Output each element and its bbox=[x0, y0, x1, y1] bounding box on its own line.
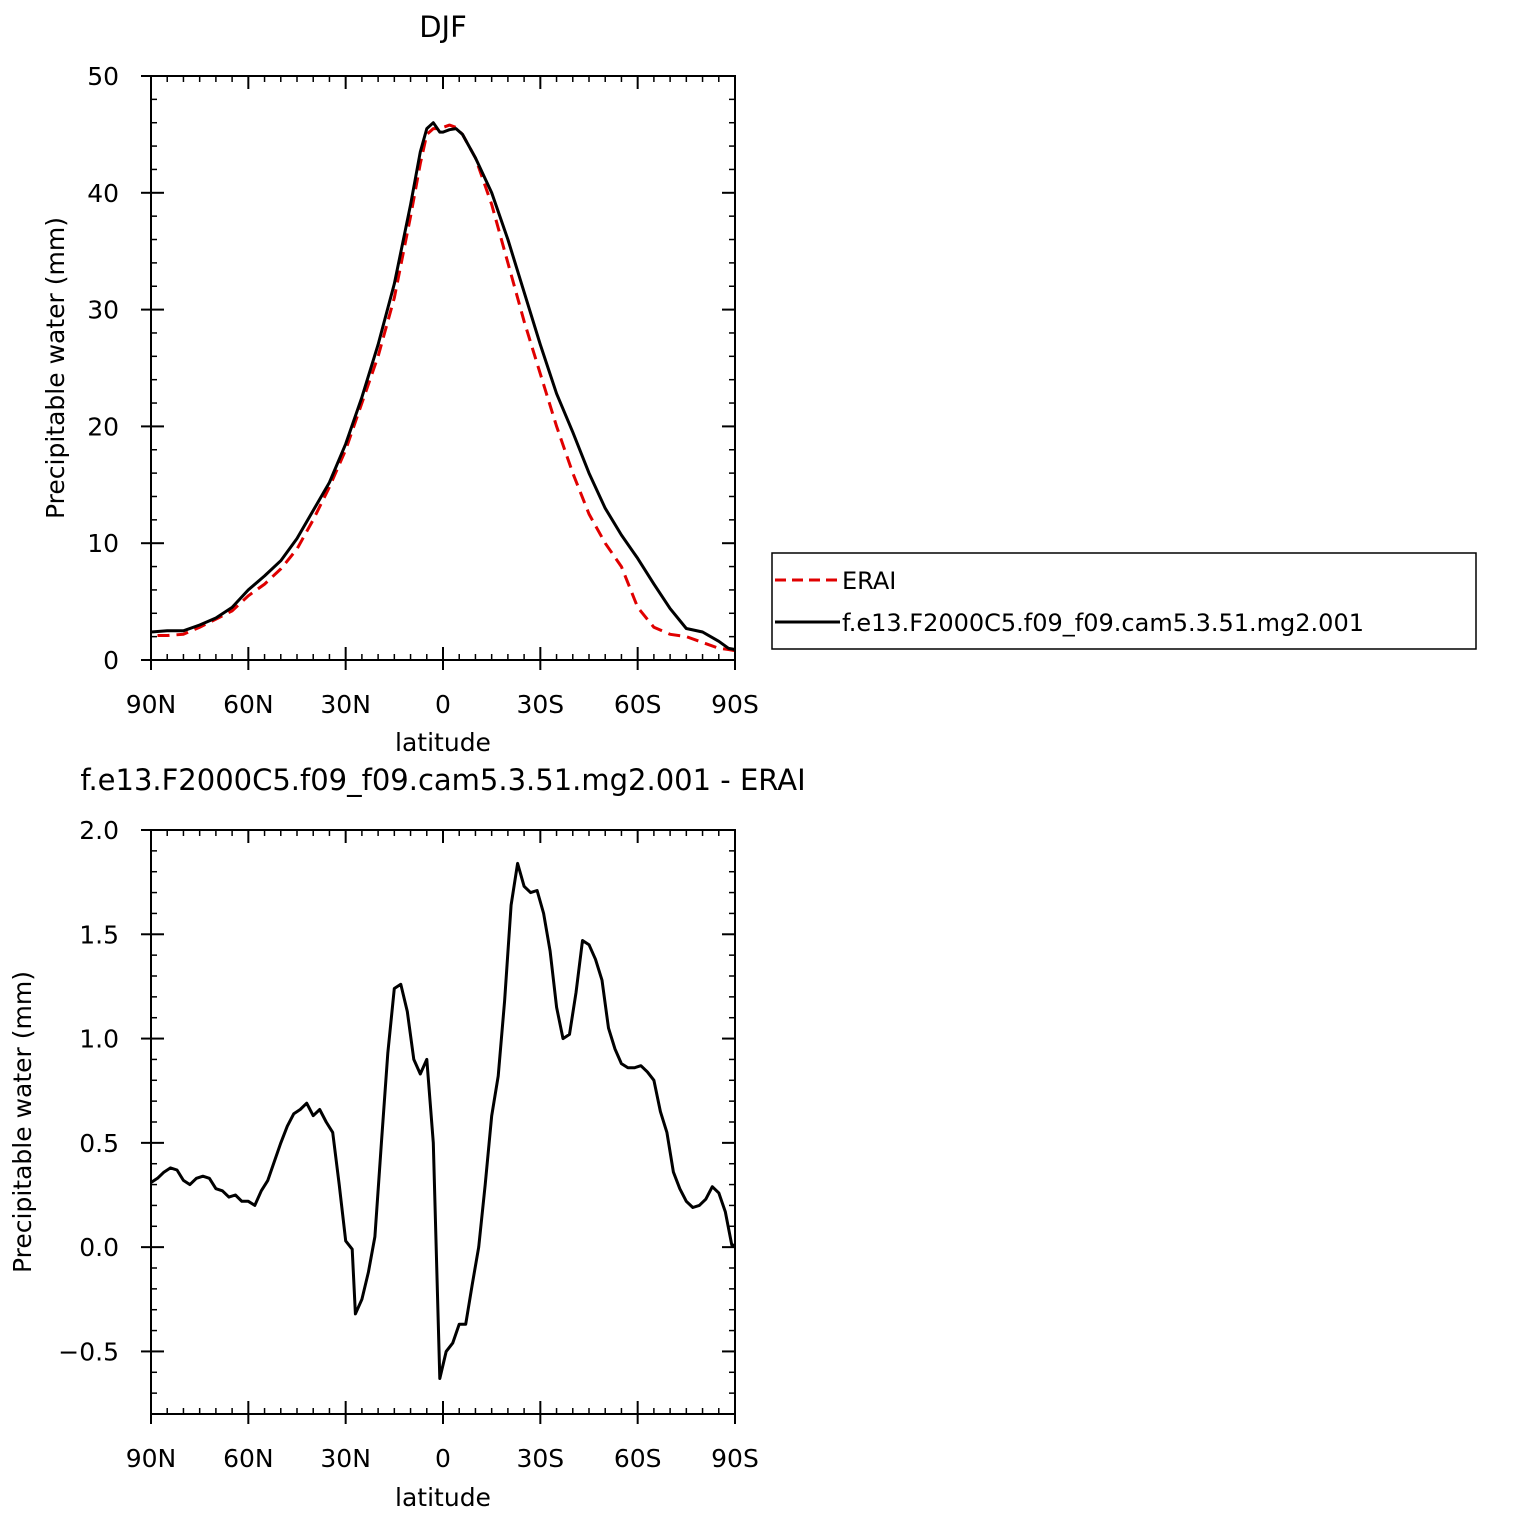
top-chart-series-line-0 bbox=[157, 123, 736, 653]
bottom-chart-y-tick-label: 0.0 bbox=[79, 1233, 119, 1262]
bottom-chart-x-tick-label: 0 bbox=[435, 1444, 451, 1473]
bottom-chart-x-tick-label: 30N bbox=[320, 1444, 371, 1473]
top-chart-x-tick-label: 30S bbox=[516, 690, 564, 719]
legend: ERAI f.e13.F2000C5.f09_f09.cam5.3.51.mg2… bbox=[771, 552, 1477, 650]
bottom-chart-title: f.e13.F2000C5.f09_f09.cam5.3.51.mg2.001 … bbox=[80, 763, 805, 797]
top-chart-series bbox=[150, 121, 736, 653]
top-chart-y-ticks: 0 10 20 30 40 50 bbox=[87, 62, 735, 675]
top-chart-title: DJF bbox=[419, 10, 467, 44]
bottom-chart-y-tick-label: 1.0 bbox=[79, 1025, 119, 1054]
bottom-chart-series-line-0 bbox=[150, 861, 735, 1380]
top-chart-panel: DJF Precipitable water (mm) latitude 90N… bbox=[41, 10, 759, 757]
top-chart-x-tick-label: 90N bbox=[126, 690, 177, 719]
top-chart-ylabel: Precipitable water (mm) bbox=[41, 217, 70, 519]
legend-label-model: f.e13.F2000C5.f09_f09.cam5.3.51.mg2.001 bbox=[842, 609, 1364, 637]
top-chart-plot-frame bbox=[150, 75, 736, 661]
top-chart-x-tick-label: 0 bbox=[435, 690, 451, 719]
top-chart-series-line-1 bbox=[150, 121, 736, 651]
bottom-chart-series bbox=[150, 861, 735, 1380]
bottom-chart-xlabel: latitude bbox=[395, 1483, 491, 1512]
top-chart-x-tick-label: 60S bbox=[614, 690, 662, 719]
top-chart-x-ticks: 90N 60N 30N 0 30S 60S 90S bbox=[126, 76, 759, 719]
bottom-chart-plot-frame bbox=[150, 829, 736, 1415]
bottom-chart-y-tick-label: 2.0 bbox=[79, 816, 119, 845]
top-chart-y-tick-label: 40 bbox=[87, 179, 119, 208]
top-chart-y-tick-label: 30 bbox=[87, 296, 119, 325]
top-chart-x-tick-label: 90S bbox=[711, 690, 759, 719]
top-chart-y-tick-label: 20 bbox=[87, 412, 119, 441]
legend-box bbox=[771, 552, 1477, 650]
bottom-chart-y-tick-label: −0.5 bbox=[58, 1337, 119, 1366]
bottom-chart-x-tick-label: 90N bbox=[126, 1444, 177, 1473]
top-chart-x-tick-label: 30N bbox=[320, 690, 371, 719]
bottom-chart-x-tick-label: 60S bbox=[614, 1444, 662, 1473]
bottom-chart-x-ticks: 90N 60N 30N 0 30S 60S 90S bbox=[126, 830, 759, 1473]
bottom-chart-y-tick-label: 0.5 bbox=[79, 1129, 119, 1158]
top-chart-x-tick-label: 60N bbox=[223, 690, 274, 719]
bottom-chart-y-ticks: −0.5 0.0 0.5 1.0 1.5 2.0 bbox=[58, 816, 735, 1415]
top-chart-y-tick-label: 50 bbox=[87, 62, 119, 91]
legend-label-erai: ERAI bbox=[842, 567, 896, 595]
top-chart-y-tick-label: 10 bbox=[87, 529, 119, 558]
bottom-chart-x-tick-label: 60N bbox=[223, 1444, 274, 1473]
top-chart-y-tick-label: 0 bbox=[103, 646, 119, 675]
bottom-chart-x-tick-label: 90S bbox=[711, 1444, 759, 1473]
bottom-chart-y-tick-label: 1.5 bbox=[79, 920, 119, 949]
bottom-chart-x-tick-label: 30S bbox=[516, 1444, 564, 1473]
bottom-chart-ylabel: Precipitable water (mm) bbox=[8, 971, 37, 1273]
bottom-chart-panel: f.e13.F2000C5.f09_f09.cam5.3.51.mg2.001 … bbox=[8, 763, 806, 1512]
top-chart-xlabel: latitude bbox=[395, 728, 491, 757]
